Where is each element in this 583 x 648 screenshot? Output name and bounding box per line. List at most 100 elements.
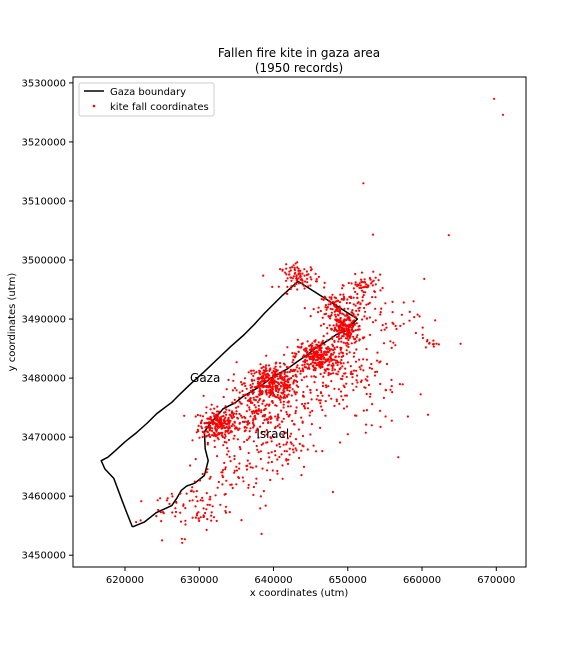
kite-point (335, 400, 338, 403)
kite-point (227, 427, 230, 430)
kite-point (338, 309, 342, 312)
kite-point (230, 410, 234, 413)
kite-point (320, 298, 323, 301)
kite-point (358, 282, 361, 285)
kite-point (385, 362, 389, 366)
kite-point (343, 372, 346, 375)
kite-point (331, 335, 334, 338)
kite-point (310, 278, 313, 281)
x-tick-label: 670000 (477, 575, 515, 586)
kite-point (233, 471, 236, 474)
kite-point (282, 406, 285, 409)
kite-point (295, 274, 298, 277)
kite-point (267, 461, 270, 464)
kite-point (301, 364, 304, 367)
kite-point (305, 273, 308, 277)
kite-point (267, 364, 271, 367)
kite-point (210, 429, 214, 432)
kite-point (319, 372, 322, 376)
kite-point (235, 406, 238, 409)
kite-point (337, 370, 340, 373)
kite-point (303, 366, 306, 369)
kite-point (279, 372, 282, 376)
kite-point (356, 292, 359, 296)
kite-point (243, 377, 247, 380)
kite-point (287, 458, 290, 461)
kite-point (341, 335, 344, 338)
kite-point (221, 483, 224, 486)
kite-point (270, 400, 273, 403)
kite-point (286, 441, 289, 444)
kite-point (324, 414, 327, 417)
kite-point (216, 486, 219, 489)
kite-point (324, 384, 327, 387)
kite-point (370, 282, 373, 285)
kite-point (390, 385, 393, 388)
kite-point (292, 382, 295, 385)
kite-point (205, 430, 208, 433)
kite-point (286, 413, 289, 416)
kite-point (341, 352, 344, 355)
kite-point (432, 339, 435, 342)
kite-point (360, 271, 364, 274)
kite-point (276, 458, 279, 461)
kite-point (237, 405, 240, 408)
kite-point (253, 404, 256, 407)
kite-point (286, 462, 290, 465)
kite-point (245, 387, 248, 390)
kite-point (190, 489, 193, 492)
kite-point (342, 323, 345, 326)
kite-point (253, 410, 256, 413)
kite-point (238, 412, 241, 415)
kite-point (295, 406, 298, 409)
kite-point (261, 402, 264, 405)
kite-point (233, 424, 236, 427)
kite-point (344, 394, 347, 397)
kite-point (414, 331, 417, 335)
kite-point (208, 424, 212, 427)
kite-point (325, 347, 328, 350)
kite-point (224, 435, 227, 438)
kite-point (327, 357, 330, 360)
kite-point (330, 357, 333, 360)
kite-point (249, 427, 252, 430)
kite-point (302, 360, 305, 363)
kite-point (174, 510, 178, 514)
kite-point (252, 418, 255, 421)
kite-point (223, 436, 226, 440)
kite-point (309, 433, 312, 436)
kite-point (205, 471, 208, 474)
kite-point (346, 361, 349, 364)
kite-point (288, 273, 291, 276)
kite-point (292, 451, 295, 454)
kite-point (385, 326, 388, 329)
kite-point (418, 315, 421, 318)
kite-point (355, 348, 358, 351)
kite-point (274, 389, 277, 392)
kite-point (259, 495, 262, 498)
kite-point (301, 272, 304, 275)
kite-point (353, 352, 356, 355)
kite-point (217, 432, 220, 435)
kite-point (376, 359, 379, 362)
kite-point (269, 478, 272, 482)
kite-point (168, 502, 171, 505)
kite-point (291, 266, 294, 269)
kite-point (213, 432, 216, 435)
kite-point (218, 418, 221, 421)
kite-point (191, 499, 194, 502)
kite-point (140, 500, 143, 503)
kite-point (224, 416, 227, 419)
kite-point (259, 363, 262, 366)
kite-point (301, 282, 304, 285)
kite-point (274, 384, 277, 387)
kite-point (231, 423, 234, 426)
kite-point (366, 375, 369, 378)
kite-point (285, 410, 288, 414)
kite-point (345, 375, 348, 379)
kite-point (286, 380, 289, 383)
kite-point (310, 358, 313, 361)
kite-point (368, 395, 372, 398)
kite-point (200, 421, 203, 424)
kite-point (391, 391, 394, 394)
